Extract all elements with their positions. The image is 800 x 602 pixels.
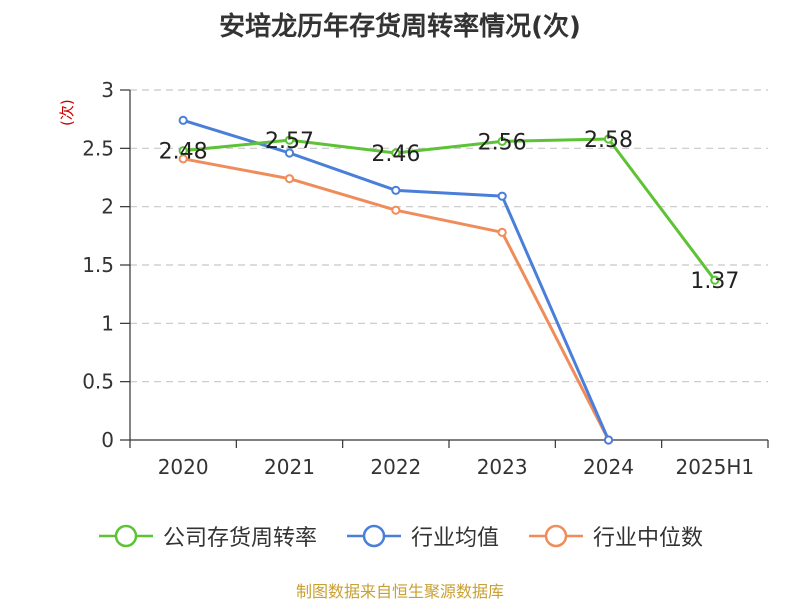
legend: 公司存货周转率 行业均值 行业中位数 bbox=[0, 520, 800, 552]
data-point bbox=[603, 134, 614, 144]
data-point bbox=[284, 174, 295, 184]
data-label: 2.56 bbox=[478, 130, 527, 155]
series-line bbox=[182, 157, 610, 441]
y-tick-label: 2.5 bbox=[82, 136, 114, 160]
data-point bbox=[391, 205, 401, 215]
data-point bbox=[391, 148, 401, 158]
x-tick-label: 2022 bbox=[370, 455, 421, 479]
y-tick-label: 0 bbox=[101, 428, 114, 452]
series-line bbox=[183, 137, 717, 282]
x-tick-label: 2025H1 bbox=[675, 455, 754, 479]
legend-item-company[interactable]: 公司存货周转率 bbox=[97, 520, 317, 552]
legend-item-industry-median[interactable]: 行业中位数 bbox=[527, 520, 703, 552]
axes: 0 0.5 1 1.5 2 2.5 3 2020 2021 2022 2023 2024 2025H1 bbox=[82, 78, 769, 479]
data-point bbox=[178, 146, 188, 156]
legend-marker-industry-median bbox=[544, 524, 568, 548]
y-tick-label: 1.5 bbox=[82, 253, 114, 277]
data-point bbox=[603, 435, 614, 445]
y-tick-label: 0.5 bbox=[82, 370, 114, 394]
data-label: 2.46 bbox=[371, 142, 420, 167]
x-tick-label: 2020 bbox=[158, 455, 209, 479]
data-label: 2.57 bbox=[265, 129, 314, 154]
data-point bbox=[497, 191, 507, 201]
series-line bbox=[182, 118, 610, 441]
data-label: 2.48 bbox=[159, 140, 208, 165]
data-labels: 2.48 2.57 2.46 2.56 2.58 1.37 bbox=[159, 128, 740, 294]
legend-label-industry-mean: 行业均值 bbox=[410, 526, 499, 551]
chart-title: 安培龙历年存货周转率情况(次) bbox=[219, 12, 581, 42]
legend-swatch-industry-median bbox=[529, 524, 583, 548]
legend-swatch-industry-mean bbox=[346, 524, 401, 548]
data-label: 1.37 bbox=[690, 269, 739, 294]
x-tick-label: 2023 bbox=[477, 455, 528, 479]
legend-label-industry-median: 行业中位数 bbox=[593, 526, 704, 551]
data-point bbox=[497, 227, 507, 237]
data-source-note: 制图数据来自恒生聚源数据库 bbox=[295, 582, 504, 601]
legend-label-company: 公司存货周转率 bbox=[162, 526, 317, 551]
data-point bbox=[497, 136, 507, 146]
y-tick-label: 3 bbox=[101, 78, 114, 102]
x-tick-label: 2021 bbox=[264, 455, 315, 479]
legend-item-industry-mean[interactable]: 行业均值 bbox=[345, 520, 499, 552]
legend-swatch-company bbox=[98, 524, 153, 548]
data-point bbox=[710, 275, 720, 285]
data-point bbox=[284, 148, 295, 158]
y-tick-label: 1 bbox=[101, 311, 114, 335]
data-label: 2.58 bbox=[584, 128, 633, 153]
data-point bbox=[178, 115, 188, 125]
data-point bbox=[391, 185, 401, 195]
x-tick-label: 2024 bbox=[583, 455, 634, 479]
series-lines bbox=[178, 115, 720, 445]
data-point bbox=[284, 135, 295, 145]
legend-marker-company bbox=[114, 524, 138, 548]
legend-marker-industry-mean bbox=[362, 524, 386, 548]
y-tick-label: 2 bbox=[101, 195, 114, 219]
